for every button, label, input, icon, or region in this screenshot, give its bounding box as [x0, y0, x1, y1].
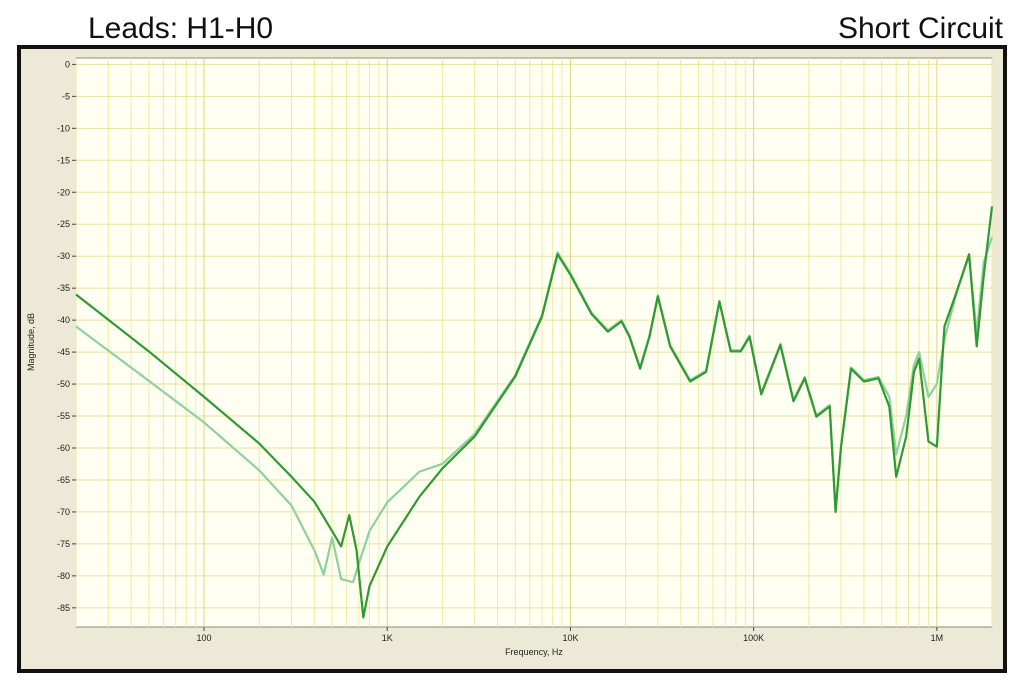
y-tick-label: -55: [57, 411, 70, 421]
y-tick-label: -5: [62, 91, 70, 101]
y-tick-label: -10: [57, 123, 70, 133]
y-tick-label: 0: [65, 59, 70, 69]
y-axis-label: Magnitude, dB: [26, 313, 36, 371]
plot-area: [75, 57, 993, 628]
chart-title: Leads: H1-H0: [88, 12, 273, 45]
y-tick-label: -50: [57, 379, 70, 389]
series-line: [75, 206, 994, 619]
y-tick-label: -75: [57, 539, 70, 549]
chart-subtitle: Short Circuit: [838, 12, 1004, 45]
y-tick-label: -85: [57, 603, 70, 613]
x-tick-label: 1M: [931, 633, 944, 643]
x-tick-label: 100K: [743, 633, 764, 643]
x-axis-label: Frequency, Hz: [505, 647, 563, 657]
x-tick-label: 1K: [382, 633, 393, 643]
y-tick-label: -30: [57, 251, 70, 261]
y-tick-label: -35: [57, 283, 70, 293]
y-tick-label: -45: [57, 347, 70, 357]
y-tick-label: -25: [57, 219, 70, 229]
y-tick-label: -65: [57, 475, 70, 485]
y-tick-label: -15: [57, 155, 70, 165]
y-tick-label: -20: [57, 187, 70, 197]
y-tick-label: -80: [57, 571, 70, 581]
x-tick-label: 10K: [562, 633, 578, 643]
y-tick-label: -60: [57, 443, 70, 453]
y-tick-label: -40: [57, 315, 70, 325]
x-tick-label: 100: [197, 633, 212, 643]
y-tick-label: -70: [57, 507, 70, 517]
